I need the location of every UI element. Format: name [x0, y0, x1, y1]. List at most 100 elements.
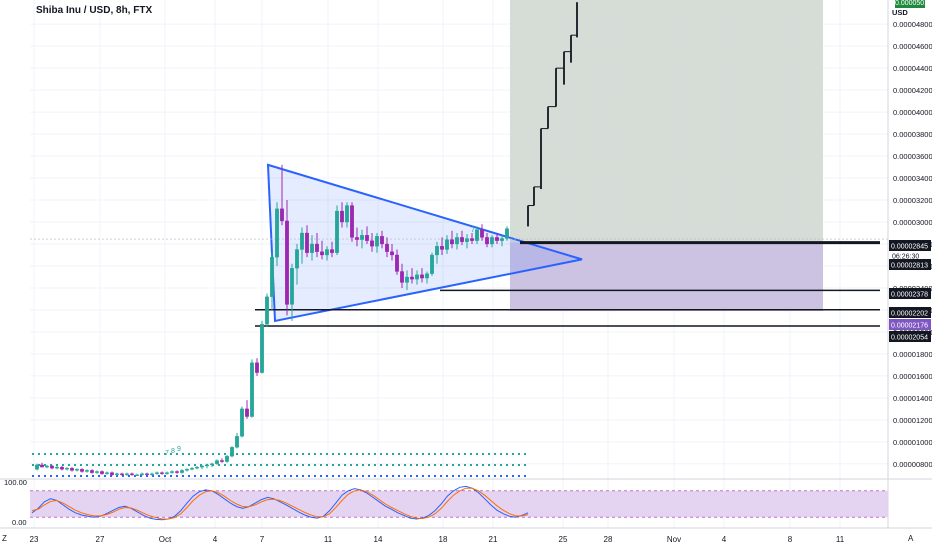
price-label-box — [889, 240, 931, 251]
currency-label[interactable]: USD — [892, 8, 908, 17]
x-tick-label: 4 — [213, 535, 218, 544]
y-tick-label: 0.00001600 — [893, 372, 932, 381]
candle-body — [260, 324, 264, 373]
candle-body — [90, 470, 94, 473]
sequence-marker: 7 — [165, 450, 169, 457]
candle-body — [460, 237, 464, 242]
candle-body — [130, 473, 134, 475]
y-tick-label: 0.00003000 — [893, 218, 932, 227]
candle-body — [335, 210, 339, 253]
x-tick-label: 28 — [604, 535, 613, 544]
candle-body — [385, 243, 389, 252]
y-tick-label: 0.00004200 — [893, 86, 932, 95]
candle-body — [410, 276, 414, 280]
oscillator-tick-label: 100.00 — [4, 478, 27, 487]
candle-body — [495, 237, 499, 241]
candle-body — [75, 469, 79, 471]
candle-body — [195, 466, 199, 469]
candle-body — [425, 273, 429, 279]
x-tick-label: Nov — [667, 535, 681, 544]
candle-body — [135, 474, 139, 476]
x-tick-label: 23 — [30, 535, 39, 544]
chart-title: Shiba Inu / USD, 8h, FTX — [36, 5, 153, 16]
candle-body — [85, 470, 89, 472]
x-tick-label: 11 — [836, 535, 845, 544]
candle-body — [290, 268, 294, 305]
y-tick-label: 0.00003800 — [893, 130, 932, 139]
candle-body — [360, 235, 364, 240]
candle-body — [285, 220, 289, 305]
candle-body — [330, 249, 334, 253]
oscillator-d-line — [31, 487, 529, 520]
candle-body — [440, 246, 444, 250]
corner-right-label[interactable]: A — [908, 534, 914, 543]
candle-body — [490, 237, 494, 245]
y-tick-label: 0.00001800 — [893, 350, 932, 359]
countdown-label: 06:26:30 — [892, 254, 919, 261]
x-tick-label: 14 — [374, 535, 383, 544]
y-tick-label: 0.00001000 — [893, 438, 932, 447]
y-tick-label: 0.00003600 — [893, 152, 932, 161]
candle-body — [80, 469, 84, 472]
candle-body — [310, 243, 314, 253]
candle-body — [500, 238, 504, 241]
candle-body — [280, 208, 284, 222]
candle-body — [245, 408, 249, 417]
x-tick-label: 8 — [788, 535, 793, 544]
y-tick-label: 0.00000800 — [893, 460, 932, 469]
candle-body — [395, 254, 399, 272]
y-tick-label: 0.00003400 — [893, 174, 932, 183]
price-label: 0.00002845 — [891, 244, 928, 251]
candle-body — [465, 238, 469, 242]
y-tick-label: 0.00004400 — [893, 64, 932, 73]
candle-body — [145, 473, 149, 475]
candle-body — [185, 469, 189, 471]
sequence-marker: 9 — [177, 446, 181, 453]
candle-body — [380, 236, 384, 245]
candle-body — [230, 447, 234, 457]
candle-body — [120, 473, 124, 475]
price-label-box — [889, 331, 931, 342]
candle-body — [35, 464, 39, 470]
candle-body — [170, 471, 174, 473]
sequence-marker: 7 — [471, 227, 475, 234]
candle-body — [255, 362, 259, 373]
candle-body — [250, 362, 254, 417]
candle-body — [375, 236, 379, 247]
candle-body — [400, 271, 404, 283]
candle-body — [295, 249, 299, 269]
y-tick-label: 0.00004800 — [893, 20, 932, 29]
candle-body — [150, 473, 154, 475]
candle-body — [430, 254, 434, 274]
candle-body — [475, 229, 479, 241]
x-tick-label: 11 — [324, 535, 333, 544]
candle-body — [105, 472, 109, 474]
y-tick-label: 0.00003200 — [893, 196, 932, 205]
candle-body — [40, 464, 44, 468]
x-tick-label: Oct — [159, 535, 172, 544]
x-tick-label: 7 — [260, 535, 265, 544]
candle-body — [205, 464, 209, 467]
candle-body — [340, 210, 344, 223]
x-tick-label: 27 — [96, 535, 105, 544]
price-label-box — [889, 288, 931, 299]
candle-body — [300, 232, 304, 250]
candle-body — [50, 465, 54, 469]
corner-left-label[interactable]: Z — [2, 534, 7, 543]
candle-body — [55, 466, 59, 469]
candle-body — [155, 472, 159, 474]
candle-body — [485, 237, 489, 245]
candle-body — [275, 208, 279, 258]
x-tick-label: 21 — [489, 535, 498, 544]
candle-body — [115, 473, 119, 475]
price-label: 0.00002054 — [891, 335, 928, 342]
y-tick-label: 0.00001200 — [893, 416, 932, 425]
candle-body — [505, 228, 509, 239]
candle-body — [60, 466, 64, 470]
candle-body — [175, 471, 179, 473]
candle-body — [320, 251, 324, 256]
oscillator-k-line — [31, 485, 529, 521]
candle-body — [240, 408, 244, 437]
price-label-box — [889, 307, 931, 318]
